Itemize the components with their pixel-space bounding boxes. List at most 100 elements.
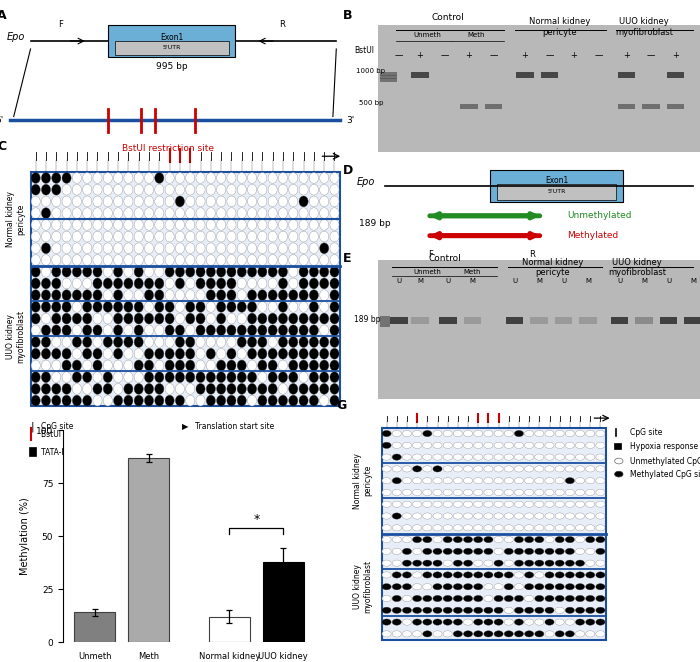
Circle shape xyxy=(443,513,452,519)
Circle shape xyxy=(484,607,493,614)
Circle shape xyxy=(596,584,605,590)
Circle shape xyxy=(72,208,81,218)
Circle shape xyxy=(392,560,401,566)
Circle shape xyxy=(227,173,236,183)
Text: +: + xyxy=(522,52,528,60)
Circle shape xyxy=(196,278,205,289)
Circle shape xyxy=(402,631,412,637)
Circle shape xyxy=(237,220,246,230)
Circle shape xyxy=(412,430,421,437)
Circle shape xyxy=(216,395,225,406)
Circle shape xyxy=(184,433,190,440)
Circle shape xyxy=(514,548,524,555)
Circle shape xyxy=(186,266,195,277)
Circle shape xyxy=(83,313,92,324)
Circle shape xyxy=(72,266,81,277)
Circle shape xyxy=(402,442,412,448)
Circle shape xyxy=(586,595,595,602)
Circle shape xyxy=(474,489,483,496)
Circle shape xyxy=(206,278,216,289)
Circle shape xyxy=(494,501,503,507)
Text: G: G xyxy=(336,399,346,412)
Circle shape xyxy=(248,301,257,312)
Circle shape xyxy=(237,313,246,324)
Circle shape xyxy=(155,313,164,324)
Circle shape xyxy=(165,208,174,218)
Circle shape xyxy=(83,278,92,289)
Circle shape xyxy=(103,313,113,324)
Circle shape xyxy=(524,466,533,472)
Circle shape xyxy=(268,255,277,265)
Circle shape xyxy=(320,372,329,383)
Circle shape xyxy=(586,584,595,590)
Circle shape xyxy=(72,184,81,195)
Circle shape xyxy=(31,395,40,406)
Circle shape xyxy=(575,584,584,590)
Circle shape xyxy=(288,208,298,218)
Circle shape xyxy=(535,454,544,460)
Circle shape xyxy=(176,325,185,336)
Circle shape xyxy=(288,266,298,277)
Circle shape xyxy=(206,255,216,265)
Circle shape xyxy=(423,595,432,602)
Circle shape xyxy=(248,255,257,265)
Circle shape xyxy=(227,360,236,371)
Circle shape xyxy=(134,220,144,230)
Circle shape xyxy=(134,173,144,183)
Circle shape xyxy=(216,220,225,230)
Text: Control: Control xyxy=(428,254,461,263)
Circle shape xyxy=(484,454,493,460)
Circle shape xyxy=(206,290,216,301)
Circle shape xyxy=(196,196,205,207)
Circle shape xyxy=(206,301,216,312)
Circle shape xyxy=(72,243,81,254)
Circle shape xyxy=(103,278,113,289)
Circle shape xyxy=(237,278,246,289)
Circle shape xyxy=(93,325,102,336)
Circle shape xyxy=(433,489,442,496)
Circle shape xyxy=(41,243,50,254)
Circle shape xyxy=(566,536,575,543)
Circle shape xyxy=(330,184,339,195)
Circle shape xyxy=(113,348,122,359)
Circle shape xyxy=(268,278,277,289)
Circle shape xyxy=(186,231,195,242)
Circle shape xyxy=(299,173,308,183)
Circle shape xyxy=(494,631,503,637)
Circle shape xyxy=(113,395,122,406)
Circle shape xyxy=(124,243,133,254)
Circle shape xyxy=(237,173,246,183)
Circle shape xyxy=(227,301,236,312)
Circle shape xyxy=(454,501,463,507)
Circle shape xyxy=(113,220,122,230)
Circle shape xyxy=(288,231,298,242)
Circle shape xyxy=(299,301,308,312)
Circle shape xyxy=(423,548,432,555)
Circle shape xyxy=(535,584,544,590)
Circle shape xyxy=(186,372,195,383)
Circle shape xyxy=(545,572,554,578)
Circle shape xyxy=(320,243,329,254)
Circle shape xyxy=(248,290,257,301)
Text: U: U xyxy=(617,278,622,284)
Circle shape xyxy=(443,536,452,543)
Circle shape xyxy=(62,337,71,348)
Circle shape xyxy=(443,501,452,507)
Circle shape xyxy=(288,383,298,395)
Circle shape xyxy=(41,255,50,265)
Circle shape xyxy=(443,572,452,578)
Circle shape xyxy=(535,619,544,625)
Circle shape xyxy=(41,313,50,324)
Circle shape xyxy=(124,395,133,406)
Text: U: U xyxy=(396,278,402,284)
Circle shape xyxy=(382,477,391,484)
Circle shape xyxy=(52,313,61,324)
Circle shape xyxy=(402,607,412,614)
Circle shape xyxy=(514,513,524,519)
Circle shape xyxy=(330,208,339,218)
Circle shape xyxy=(93,290,102,301)
Circle shape xyxy=(176,266,185,277)
Circle shape xyxy=(93,173,102,183)
Circle shape xyxy=(330,313,339,324)
Circle shape xyxy=(309,372,318,383)
